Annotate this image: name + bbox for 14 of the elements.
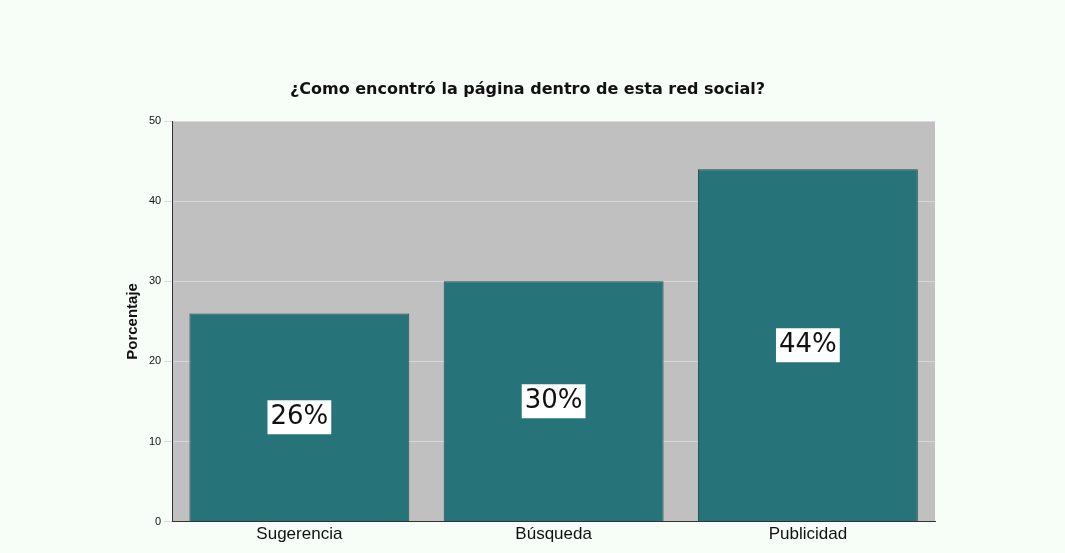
y-tick-label: 20	[148, 354, 162, 367]
x-tick-label: Sugerencia	[256, 524, 343, 544]
y-tick-label: 50	[148, 114, 162, 127]
x-tick-label: Publicidad	[768, 524, 848, 544]
y-axis-title: Porcentaje	[123, 283, 141, 360]
y-tick-label: 10	[148, 434, 162, 447]
data-label: 44%	[778, 327, 837, 358]
x-tick-label: Búsqueda	[515, 524, 593, 544]
y-tick-label: 40	[148, 194, 162, 207]
y-tick-label: 30	[148, 274, 162, 287]
data-label: 30%	[524, 383, 583, 414]
y-tick-label: 0	[155, 514, 162, 527]
chart-title: ¿Como encontró la página dentro de esta red social?	[289, 78, 766, 98]
data-label: 26%	[270, 400, 329, 430]
